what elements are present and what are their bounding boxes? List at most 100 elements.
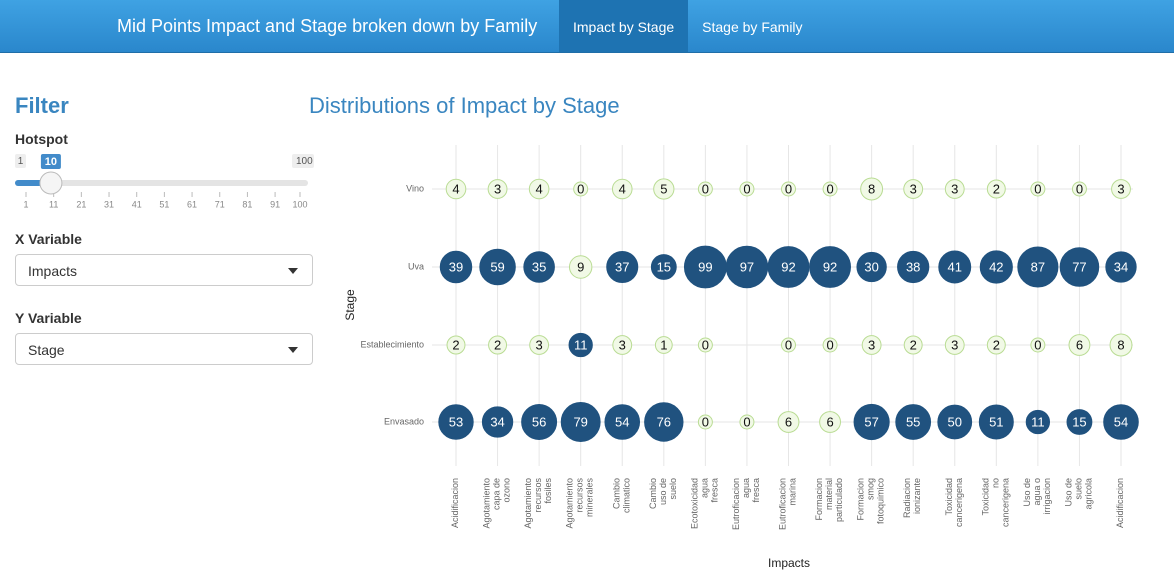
bubble [446,335,466,355]
x-tick-label: Agotamientorecursosminerales [565,478,595,529]
bubble-label: 0 [1034,337,1041,352]
x-tick-label: Radiacionionizante [903,478,923,518]
y-tick-label: Uva [408,261,424,271]
bubble-label: 0 [702,337,709,352]
slider-label: Hotspot [15,131,68,147]
x-tick-label: Formacionmaterialparticulado [814,478,844,522]
bubble-label: 39 [449,259,463,274]
bubble [897,250,930,284]
x-tick-label: Eutroficacionaguafresca [731,478,761,530]
bubble [725,245,769,289]
bubble [697,181,713,197]
bubble-label: 1 [660,337,667,352]
slider-value-box [40,154,61,169]
bubble [697,414,713,430]
bubble [644,402,684,442]
x-tick-label: Cambiouso desuelo [648,478,678,509]
slider-tick-label: 100 [292,199,307,209]
bubble-label: 5 [660,181,667,196]
bubble [938,250,972,284]
bubble-label: 0 [1076,181,1083,196]
y-axis-label: Stage [343,289,357,321]
x-tick-label: Eutroficacionmarina [778,478,798,530]
bubble [781,337,796,353]
bubble [697,337,713,353]
bubble-label: 15 [657,259,671,274]
slider-tick-label: 71 [215,199,225,209]
bubble [521,404,558,440]
x-tick-label: Acidificacion [450,478,460,528]
slider-track [15,180,308,186]
slider-tick-label: 31 [104,199,114,209]
select-label: Y Variable [15,310,82,326]
bubble-label: 9 [577,259,584,274]
bubble [978,404,1014,440]
x-tick-label: Agotamientorecursosfosiles [524,478,554,529]
bubble [1105,251,1137,283]
bubble [611,178,633,200]
bubble [1059,247,1100,287]
bubble-label: 2 [452,337,459,352]
navbar: Mid Points Impact and Stage broken down … [0,0,1174,53]
bubble-label: 6 [785,414,792,429]
x-tick-label: Uso desueloagricola [1064,478,1094,510]
bubble [937,404,973,440]
bubble-label: 4 [536,181,543,196]
slider-tick-label: 11 [49,199,58,209]
bubble [822,337,838,353]
bubble-label: 3 [951,181,958,196]
bubble [1017,246,1059,288]
bubble [683,245,727,289]
slider-tick-label: 21 [76,199,86,209]
chart-title: Distributions of Impact by Stage [309,93,620,118]
bubble-label: 2 [494,337,501,352]
slider-max-box [292,154,314,168]
bubble [1109,333,1133,357]
bubble-label: 77 [1072,259,1086,274]
bubble-label: 11 [1031,414,1045,429]
x-tick-label: Toxicidadnocancerigena [981,478,1011,527]
sidebar-title: Filter [15,93,69,118]
bubble [1066,409,1093,435]
y-tick-label: Vino [406,183,424,193]
bubble [822,181,838,197]
bubble-label: 4 [619,181,626,196]
nav-tab[interactable]: Impact by Stage [559,0,689,52]
bubble-label: 51 [989,414,1003,429]
bubble [1111,179,1131,199]
bubble-label: 0 [785,337,792,352]
bubble-label: 3 [910,181,917,196]
bubble [895,404,932,440]
x-tick-label: Toxicidadcancerigena [944,478,964,527]
x-select[interactable]: Impacts [15,254,313,286]
x-tick-label: Ecotoxicidadaguafresca [690,478,720,529]
slider-tick-label: 41 [132,199,142,209]
nav-tab[interactable]: Stage by Family [702,19,803,35]
slider-tick-label: 51 [159,199,169,209]
bubble [445,178,467,200]
bubble [979,250,1013,284]
bubble-label: 79 [573,414,587,429]
x-tick-label: Uso deagua oirrigacion [1022,478,1052,515]
bubble [481,406,514,438]
bubble-label: 3 [951,337,958,352]
bubble-label: 55 [906,414,920,429]
bubble-label: 92 [823,259,837,274]
slider-handle[interactable] [39,171,63,195]
y-select[interactable]: Stage [15,333,313,365]
bubble [487,179,508,199]
bubble-label: 37 [615,259,629,274]
bubble-label: 15 [1072,414,1086,429]
bubble [1071,181,1087,197]
bubble-label: 8 [868,181,875,196]
bubble [856,251,887,283]
bubble [903,179,924,199]
bubble-label: 6 [826,414,833,429]
bubble-label: 76 [657,414,671,429]
bubble-label: 0 [743,414,750,429]
bubble-label: 2 [993,337,1000,352]
bubble [944,179,965,199]
bubble-label: 3 [619,337,626,352]
bubble-label: 38 [906,259,920,274]
